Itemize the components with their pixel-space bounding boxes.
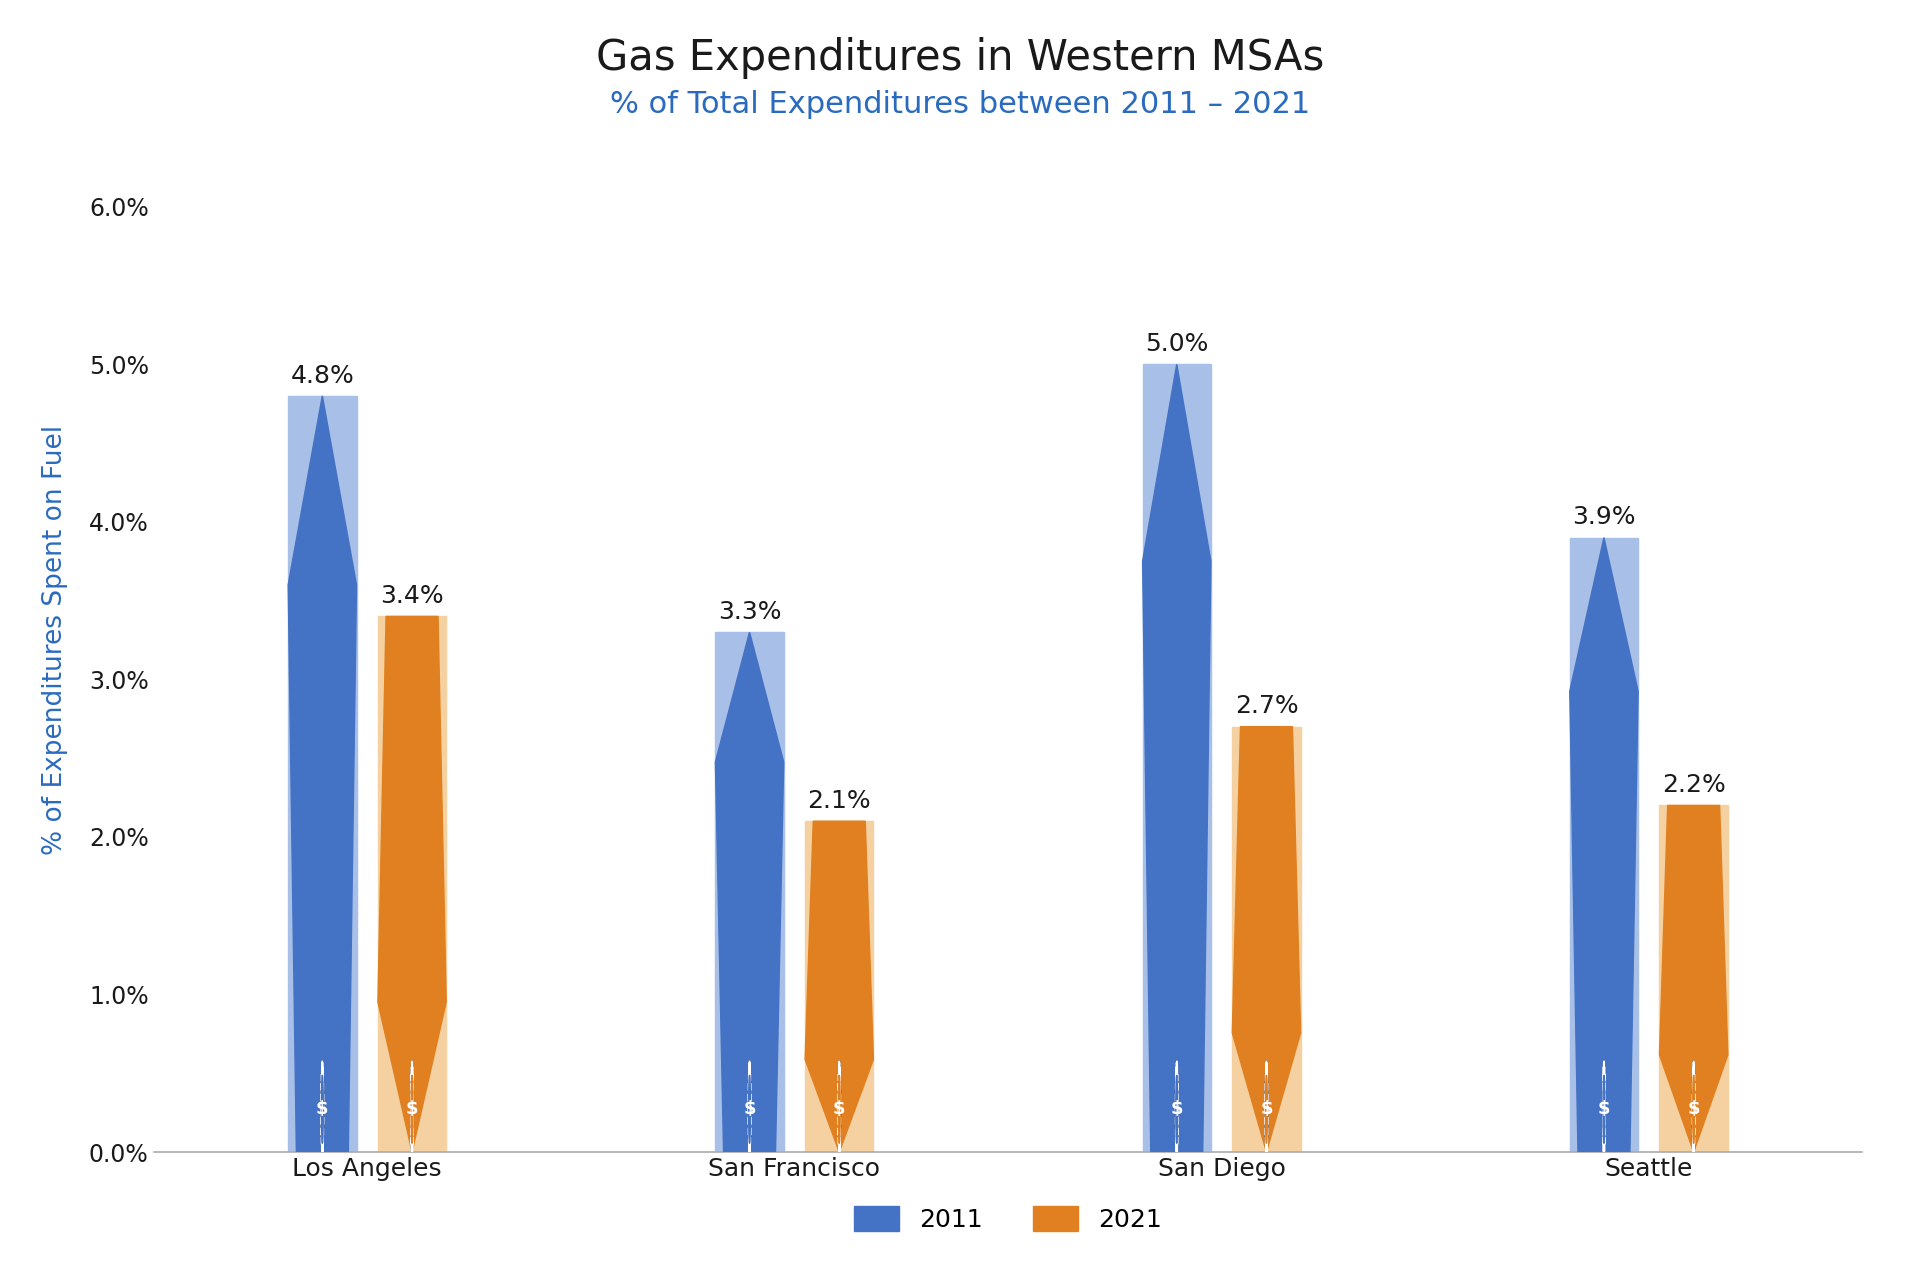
Polygon shape	[1233, 727, 1300, 1152]
Text: $: $	[405, 1101, 419, 1119]
Circle shape	[1265, 1070, 1267, 1148]
Text: Gas Expenditures in Western MSAs: Gas Expenditures in Western MSAs	[595, 37, 1325, 78]
Text: 3.3%: 3.3%	[718, 600, 781, 623]
Polygon shape	[716, 632, 783, 1152]
Text: 2.2%: 2.2%	[1663, 773, 1726, 797]
Circle shape	[321, 1070, 323, 1148]
Circle shape	[1265, 1061, 1267, 1158]
Circle shape	[1693, 1070, 1695, 1148]
Circle shape	[411, 1070, 413, 1148]
FancyArrow shape	[1659, 805, 1728, 1152]
Text: $: $	[1260, 1101, 1273, 1119]
Y-axis label: % of Expenditures Spent on Fuel: % of Expenditures Spent on Fuel	[42, 425, 67, 855]
Polygon shape	[378, 617, 445, 1152]
Circle shape	[837, 1061, 841, 1158]
Text: 4.8%: 4.8%	[290, 364, 353, 388]
Text: $: $	[1688, 1101, 1699, 1119]
Text: 2.7%: 2.7%	[1235, 695, 1298, 718]
FancyArrow shape	[1142, 365, 1212, 1152]
Circle shape	[1692, 1061, 1695, 1158]
FancyArrow shape	[1571, 538, 1638, 1152]
Text: $: $	[1597, 1101, 1611, 1119]
Legend: 2011, 2021: 2011, 2021	[845, 1196, 1171, 1242]
Circle shape	[749, 1070, 751, 1148]
Circle shape	[1175, 1061, 1179, 1158]
FancyArrow shape	[716, 632, 783, 1152]
FancyArrow shape	[1233, 727, 1300, 1152]
Polygon shape	[288, 396, 357, 1152]
Text: % of Total Expenditures between 2011 – 2021: % of Total Expenditures between 2011 – 2…	[611, 91, 1309, 119]
Text: $: $	[743, 1101, 756, 1119]
Circle shape	[1603, 1070, 1605, 1148]
Text: $: $	[833, 1101, 845, 1119]
Text: 3.9%: 3.9%	[1572, 506, 1636, 530]
Circle shape	[749, 1061, 751, 1158]
Polygon shape	[1659, 805, 1728, 1152]
FancyArrow shape	[804, 822, 874, 1152]
Polygon shape	[1142, 365, 1212, 1152]
Text: $: $	[317, 1101, 328, 1119]
Text: 3.4%: 3.4%	[380, 584, 444, 608]
Polygon shape	[804, 822, 874, 1152]
Circle shape	[1175, 1070, 1177, 1148]
Circle shape	[839, 1070, 841, 1148]
Text: $: $	[1171, 1101, 1183, 1119]
Text: 2.1%: 2.1%	[808, 788, 872, 813]
Circle shape	[411, 1061, 413, 1158]
Text: 5.0%: 5.0%	[1144, 332, 1208, 356]
FancyArrow shape	[378, 617, 445, 1152]
Circle shape	[1603, 1061, 1605, 1158]
FancyArrow shape	[288, 396, 357, 1152]
Polygon shape	[1571, 538, 1638, 1152]
Circle shape	[321, 1061, 324, 1158]
